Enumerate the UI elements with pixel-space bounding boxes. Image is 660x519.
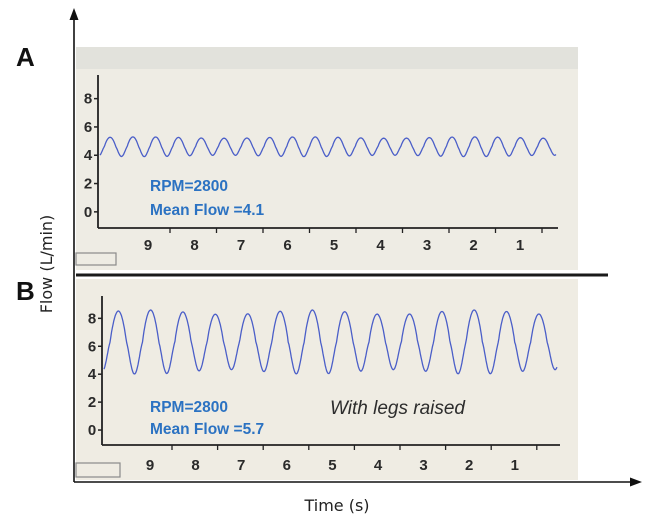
panel-b-y-tick-label: 0 [88,422,96,439]
panel-a-plot-box-corner [75,252,117,266]
panel-a-mean-flow-annotation: Mean Flow =4.1 [150,202,265,219]
panel-b-x-tick-label: 6 [283,457,291,474]
panel-b-x-tick-label: 3 [419,457,427,474]
panel-b-x-tick-label: 1 [511,457,519,474]
panel-a-y-ticks: 8 6 4 2 0 [84,91,98,221]
outer-x-axis-arrow [630,477,642,487]
panel-a-x-tick-label: 7 [237,237,245,254]
panel-a-y-tick-label: 4 [84,147,93,164]
panel-b-x-tick-label: 8 [191,457,199,474]
panel-a-x-tick-label: 9 [144,237,152,254]
panel-b-label: B [16,276,35,306]
panel-a-x-tick-label: 1 [516,237,524,254]
panel-b-y-tick-label: 2 [88,394,96,411]
panel-a-x-tick-label: 3 [423,237,431,254]
outer-y-axis-arrow [69,8,79,20]
panel-b-rpm-annotation: RPM=2800 [150,399,228,416]
panel-b-x-tick-label: 7 [237,457,245,474]
panel-a-y-tick-label: 0 [84,204,92,221]
panel-a-x-ticks: 9 8 7 6 5 4 3 2 1 [144,228,543,254]
panel-b-condition-note: With legs raised [330,398,466,419]
panel-b-y-tick-label: 6 [88,338,96,355]
panel-b-mean-flow-annotation: Mean Flow =5.7 [150,421,264,438]
panel-b: B 8 6 4 2 0 9 8 7 6 5 4 3 2 1 RPM=2800 Mean Flow =5.… [16,276,560,478]
panel-a-rpm-annotation: RPM=2800 [150,178,228,195]
panel-a-x-tick-label: 2 [469,237,477,254]
panel-a-label: A [16,42,35,72]
panel-a-flow-trace [99,136,557,158]
panel-b-flow-trace [103,309,558,375]
panel-a-header-band [76,47,578,69]
panel-a-x-tick-label: 6 [283,237,291,254]
y-axis-title: Flow (L/min) [37,215,56,314]
panel-a-x-tick-label: 8 [190,237,198,254]
panel-b-x-tick-label: 5 [328,457,336,474]
panel-b-x-tick-label: 9 [146,457,154,474]
panel-b-y-tick-label: 8 [88,310,96,327]
panel-a-x-tick-label: 5 [330,237,338,254]
panel-b-y-tick-label: 4 [88,366,97,383]
panel-b-plot-box-corner [75,462,121,478]
panel-a-x-tick-label: 4 [376,237,385,254]
panel-a: A 8 6 4 2 0 9 8 7 6 5 4 3 2 1 RPM=2800 Mean Flow =4.… [16,42,558,266]
x-axis-title: Time (s) [303,496,369,515]
panel-a-y-tick-label: 6 [84,119,92,136]
panel-b-x-ticks: 9 8 7 6 5 4 3 2 1 [146,445,538,474]
panel-b-y-ticks: 8 6 4 2 0 [88,310,102,439]
panel-a-background [76,47,578,270]
panel-b-background [76,279,578,480]
panel-b-x-tick-label: 4 [374,457,383,474]
panel-a-y-tick-label: 8 [84,91,92,108]
panel-b-x-tick-label: 2 [465,457,473,474]
panel-a-y-tick-label: 2 [84,176,92,193]
